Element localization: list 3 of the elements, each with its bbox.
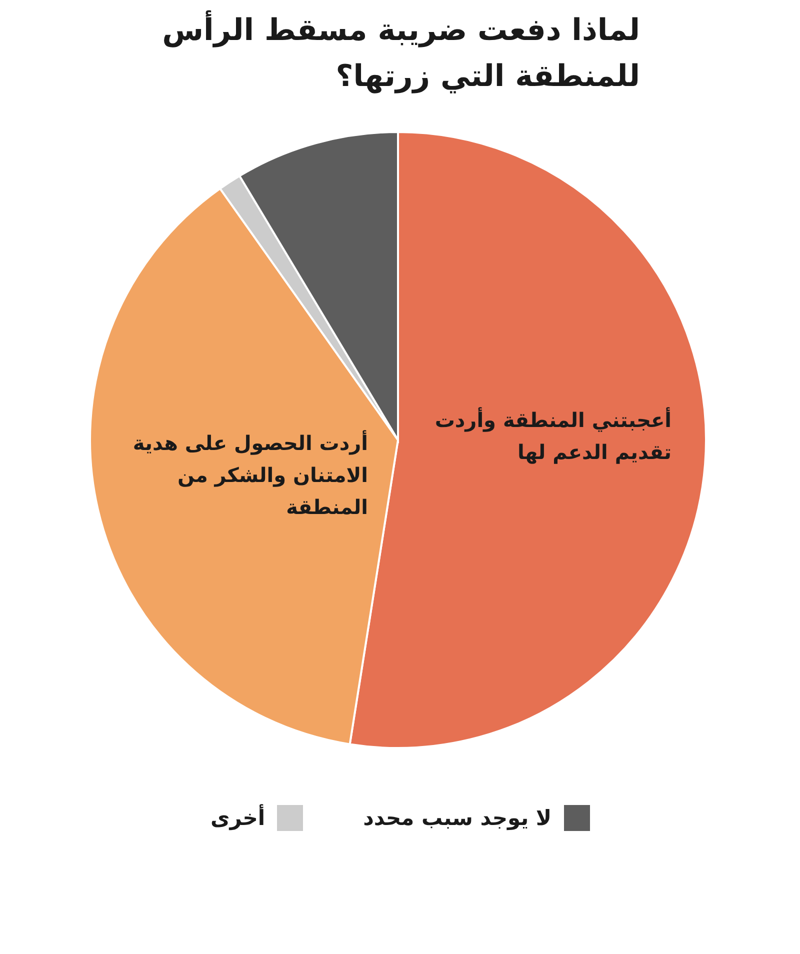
legend-label: أخرى <box>210 806 266 830</box>
legend-label: لا يوجد سبب محدد <box>363 806 552 830</box>
title: لماذا دفعت ضريبة مسقط الرأس للمنطقة التي زرتها؟ <box>160 8 640 100</box>
